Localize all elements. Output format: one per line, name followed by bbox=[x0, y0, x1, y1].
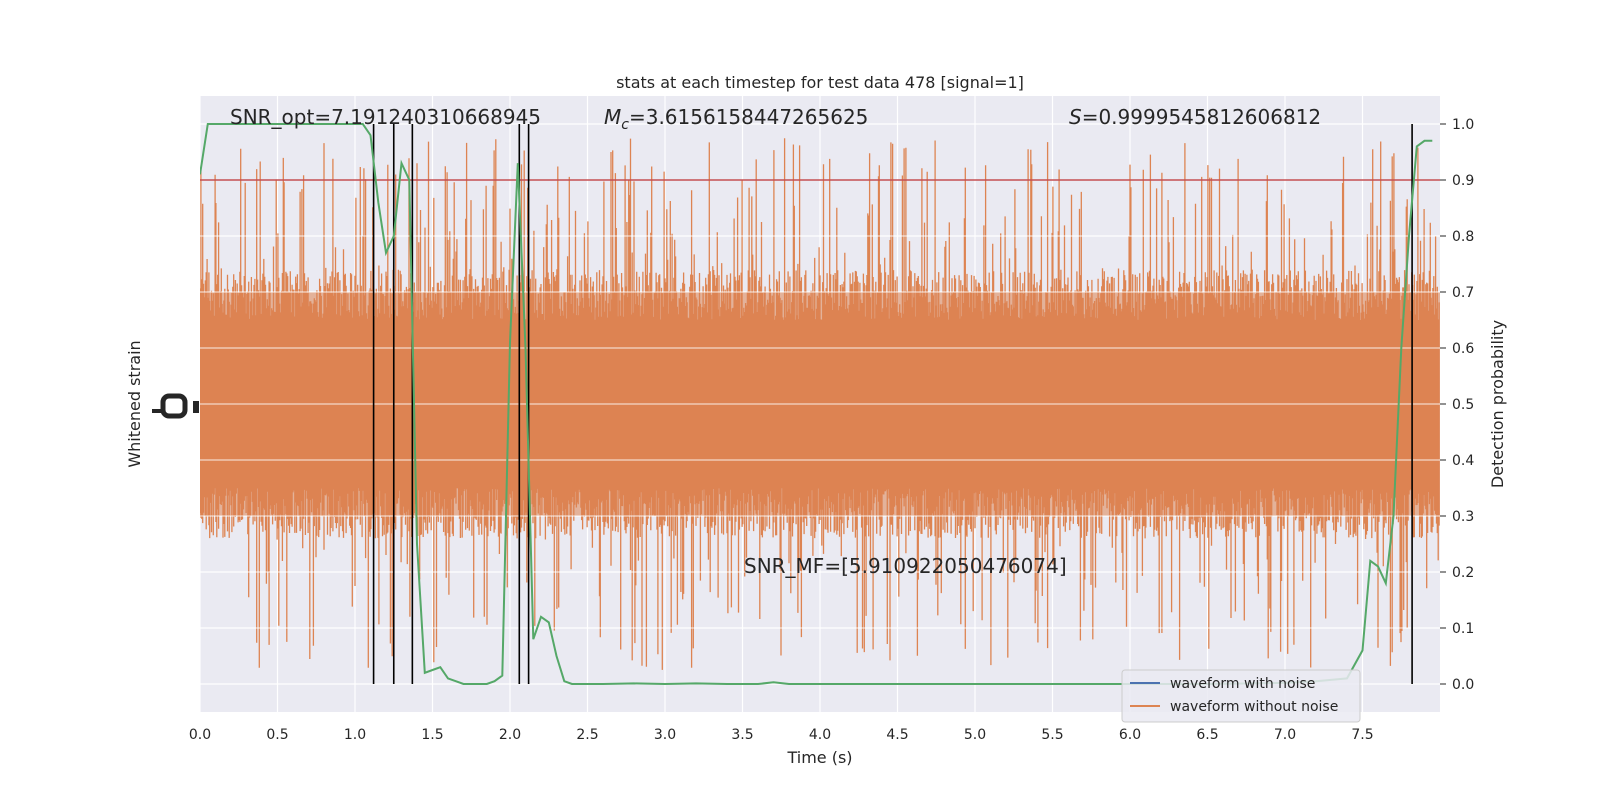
y-right-tick-label: 0.6 bbox=[1452, 341, 1474, 357]
x-tick-label: 1.0 bbox=[344, 727, 366, 743]
x-tick-label: 6.0 bbox=[1119, 727, 1141, 743]
snr-mf-annotation: SNR_MF=[5.910922050476074] bbox=[744, 554, 1067, 578]
x-tick-label: 2.5 bbox=[576, 727, 598, 743]
x-axis-label: Time (s) bbox=[786, 748, 852, 767]
snr-opt-annotation: SNR_opt=7.191240310668945 bbox=[230, 105, 541, 129]
x-tick-label: 3.5 bbox=[731, 727, 753, 743]
strain-series bbox=[200, 123, 1440, 685]
y-right-tick-label: 0.2 bbox=[1452, 565, 1474, 581]
y-axis-right-label: Detection probability bbox=[1488, 320, 1507, 488]
x-tick-label: 6.5 bbox=[1196, 727, 1218, 743]
mc-value: =3.6156158447265625 bbox=[629, 105, 868, 129]
x-tick-label: 2.0 bbox=[499, 727, 521, 743]
x-tick-label: 5.0 bbox=[964, 727, 986, 743]
s-symbol: S bbox=[1069, 105, 1082, 129]
mc-annotation: Mc=3.6156158447265625 bbox=[604, 105, 868, 133]
y-axis-left-label: Whitened strain bbox=[125, 340, 144, 467]
y-right-tick-label: 0.4 bbox=[1452, 453, 1474, 469]
mc-symbol: M bbox=[604, 105, 621, 129]
legend-label-without-noise: waveform without noise bbox=[1170, 699, 1338, 715]
s-value: =0.9999545812606812 bbox=[1082, 105, 1321, 129]
y-right-tick-label: 0.3 bbox=[1452, 509, 1474, 525]
x-tick-label: 4.0 bbox=[809, 727, 831, 743]
y-right-tick-label: 0.0 bbox=[1452, 677, 1474, 693]
y-right-tick-label: 0.1 bbox=[1452, 621, 1474, 637]
y-right-tick-label: 0.7 bbox=[1452, 285, 1474, 301]
x-tick-label: 5.5 bbox=[1041, 727, 1063, 743]
x-ticks: 0.0 0.5 1.0 1.5 2.0 2.5 3.0 3.5 4.0 4.5 5.0 5.5 6.0 6… bbox=[189, 727, 1374, 743]
y-right-tick-label: 0.5 bbox=[1452, 397, 1474, 413]
x-tick-label: 0.5 bbox=[266, 727, 288, 743]
y-right-tick-label: 0.9 bbox=[1452, 173, 1474, 189]
x-tick-label: 4.5 bbox=[886, 727, 908, 743]
s-annotation: S=0.9999545812606812 bbox=[1069, 105, 1321, 129]
x-tick-label: 7.0 bbox=[1274, 727, 1296, 743]
left-axis-marks bbox=[152, 393, 199, 419]
legend-label-with-noise: waveform with noise bbox=[1170, 676, 1315, 692]
x-tick-label: 7.5 bbox=[1351, 727, 1373, 743]
chart-title: stats at each timestep for test data 478… bbox=[616, 73, 1024, 92]
y-right-tick-label: 0.8 bbox=[1452, 229, 1474, 245]
x-tick-label: 1.5 bbox=[421, 727, 443, 743]
y-right-ticks: 0.0 0.1 0.2 0.3 0.4 0.5 0.6 0.7 0.8 0.9 1.0 bbox=[1440, 117, 1474, 693]
mc-subscript: c bbox=[621, 117, 629, 133]
x-tick-label: 3.0 bbox=[654, 727, 676, 743]
x-tick-label: 0.0 bbox=[189, 727, 211, 743]
legend-box bbox=[1121, 669, 1361, 723]
y-right-tick-label: 1.0 bbox=[1452, 117, 1474, 133]
legend: waveform with noise waveform without noi… bbox=[1121, 669, 1361, 723]
